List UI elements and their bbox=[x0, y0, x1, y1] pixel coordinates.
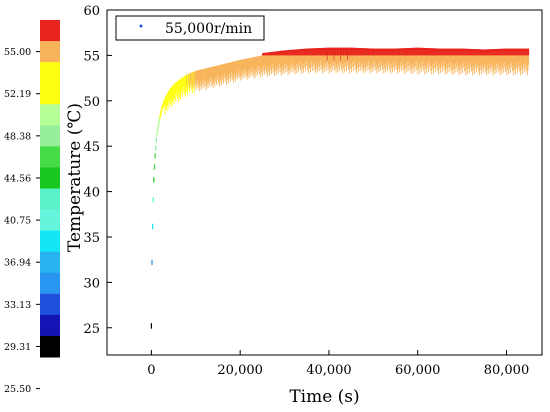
y-axis: 25 30 35 40 45 50 55 60 bbox=[83, 4, 112, 337]
y-tick-label: 55 bbox=[83, 49, 100, 64]
legend-box bbox=[115, 15, 265, 41]
x-tick-label: 20,000 bbox=[217, 363, 263, 378]
colorbar-label: 52.19 bbox=[4, 89, 31, 100]
y-tick-label: 40 bbox=[83, 186, 100, 201]
legend-marker-55000rpm bbox=[139, 24, 143, 28]
x-tick-label: 0 bbox=[147, 363, 155, 378]
colorbar-band bbox=[40, 251, 60, 274]
colorbar-band bbox=[40, 146, 60, 168]
colorbar-band bbox=[40, 83, 60, 105]
colorbar-band bbox=[40, 230, 60, 253]
y-axis-title: Temperature (℃) bbox=[65, 103, 85, 252]
y-tick-label: 35 bbox=[83, 231, 100, 246]
x-axis-title: Time (s) bbox=[289, 387, 359, 407]
legend: 55,000r/min bbox=[115, 15, 265, 41]
colorbar-band bbox=[40, 335, 60, 358]
colorbar: 55.00 52.19 48.38 44.56 40.75 36.94 33.13 29.31… bbox=[4, 20, 60, 395]
colorbar-band bbox=[40, 62, 60, 84]
x-axis: 0 20,000 40,000 60,000 80,000 bbox=[147, 350, 529, 378]
colorbar-label: 29.31 bbox=[4, 342, 31, 353]
colorbar-band bbox=[40, 20, 60, 42]
colorbar-band bbox=[40, 188, 60, 211]
colorbar-band bbox=[40, 293, 60, 316]
x-tick-label: 60,000 bbox=[395, 363, 441, 378]
legend-label-55000rpm: 55,000r/min bbox=[165, 21, 252, 37]
plot-area bbox=[150, 47, 530, 329]
colorbar-band bbox=[40, 104, 60, 126]
y-tick-label: 45 bbox=[83, 140, 100, 155]
y-tick-label: 50 bbox=[83, 95, 100, 110]
y-tick-label: 25 bbox=[83, 322, 100, 337]
y-tick-label: 30 bbox=[83, 276, 100, 291]
colorbar-label: 33.13 bbox=[4, 300, 31, 311]
y-tick-label: 60 bbox=[83, 4, 100, 19]
colorbar-band bbox=[40, 125, 60, 147]
colorbar-label: 55.00 bbox=[4, 47, 31, 58]
colorbar-band bbox=[40, 272, 60, 295]
colorbar-label: 25.50 bbox=[4, 384, 31, 395]
colorbar-band bbox=[40, 209, 60, 232]
colorbar-band bbox=[40, 41, 60, 63]
plot-frame bbox=[106, 9, 543, 356]
x-tick-label: 40,000 bbox=[306, 363, 352, 378]
colorbar-band bbox=[40, 167, 60, 189]
colorbar-band bbox=[40, 314, 60, 337]
colorbar-label: 36.94 bbox=[4, 258, 31, 269]
colorbar-label: 44.56 bbox=[4, 173, 31, 184]
colorbar-label: 48.38 bbox=[4, 131, 31, 142]
x-tick-label: 80,000 bbox=[484, 363, 530, 378]
colorbar-label: 40.75 bbox=[4, 216, 31, 227]
